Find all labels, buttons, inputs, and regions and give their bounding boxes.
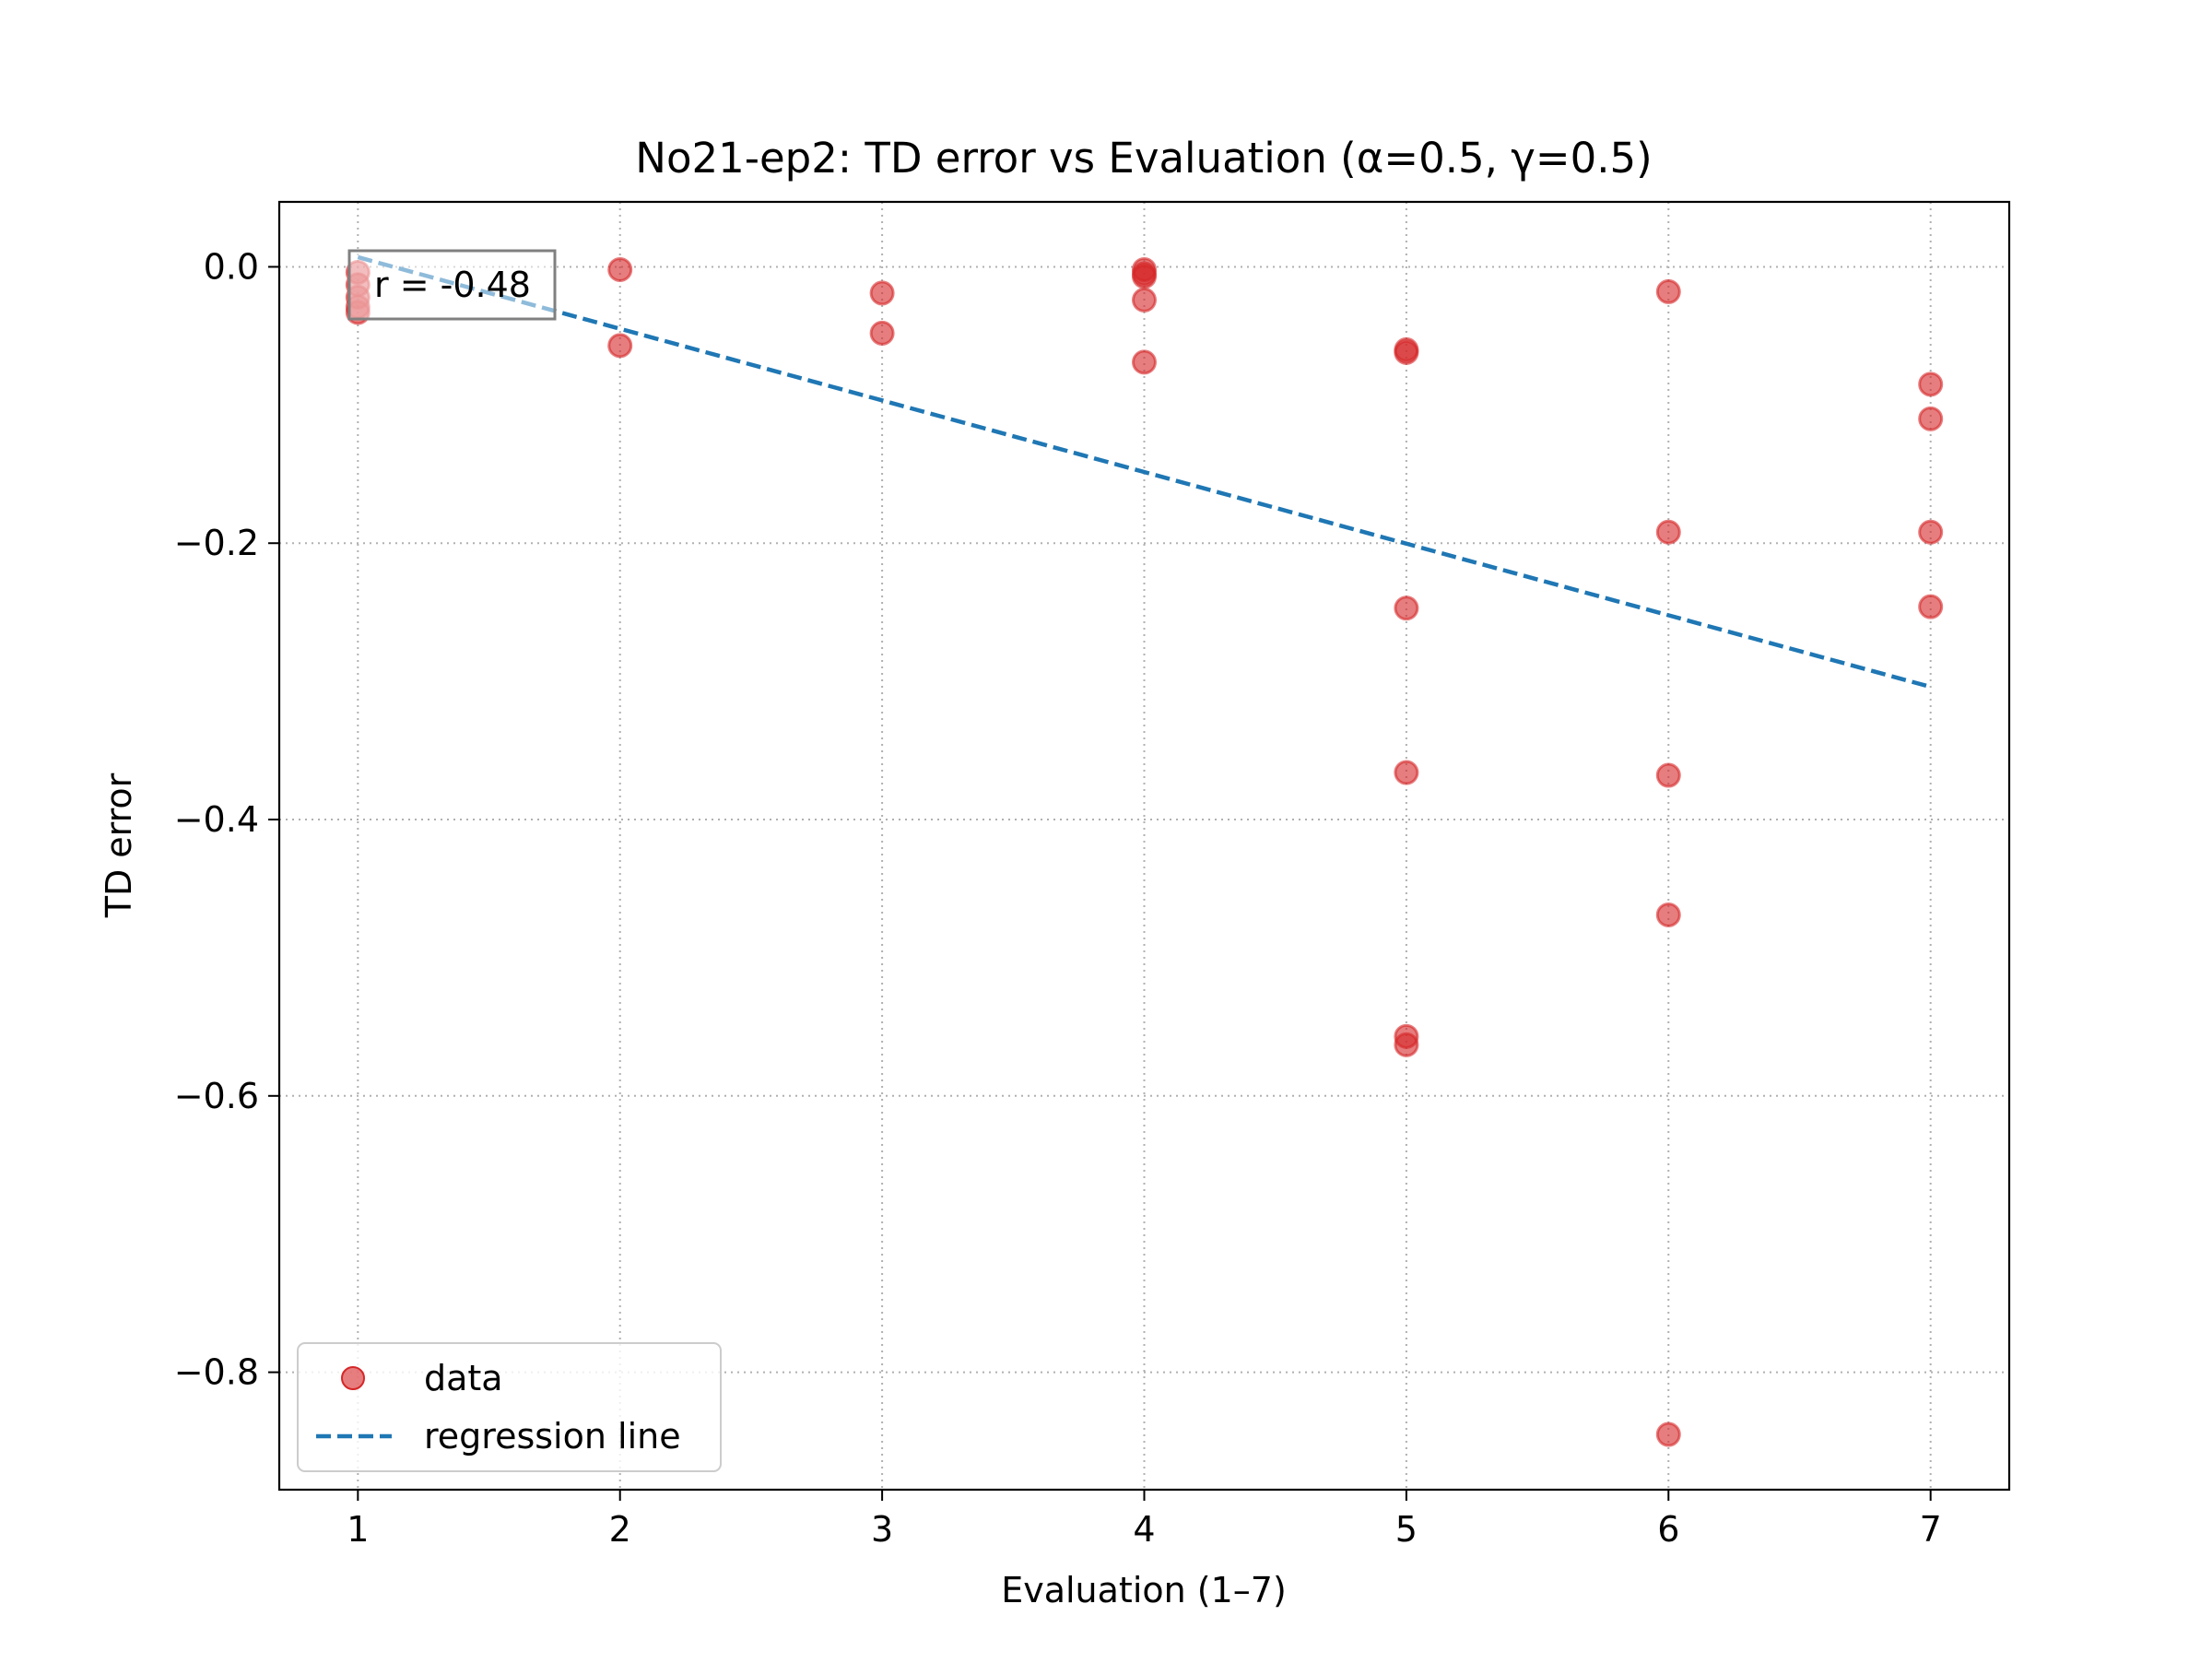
- legend-data-label: data: [424, 1358, 503, 1398]
- regression-line: [357, 254, 1932, 690]
- data-point: [1132, 287, 1157, 313]
- legend-data-marker: [341, 1366, 365, 1390]
- chart-title: No21-ep2: TD error vs Evaluation (α=0.5,…: [635, 134, 1652, 183]
- legend-regression-label: regression line: [424, 1416, 681, 1457]
- chart-legend: data regression line: [297, 1342, 722, 1472]
- y-axis-label: TD error: [99, 773, 139, 918]
- data-point: [1132, 264, 1157, 289]
- x-axis-ticks: 1 2 3 4 5 6 7: [347, 1490, 1942, 1550]
- x-tick-label: 7: [1920, 1509, 1942, 1550]
- y-tick-label: −0.8: [174, 1352, 259, 1393]
- data-point: [1918, 519, 1944, 545]
- x-tick-label: 3: [871, 1509, 893, 1550]
- y-axis-ticks: 0.0 −0.2 −0.4 −0.6 −0.8: [174, 246, 279, 1393]
- correlation-annotation: r = -0.48: [347, 249, 557, 321]
- data-point: [1394, 760, 1419, 785]
- x-tick-label: 5: [1395, 1509, 1418, 1550]
- y-tick-label: 0.0: [204, 246, 259, 287]
- data-point: [1655, 1421, 1681, 1447]
- data-point: [1132, 349, 1157, 375]
- data-point: [1655, 762, 1681, 788]
- data-point: [607, 333, 633, 359]
- data-point: [1394, 1032, 1419, 1057]
- data-point: [1918, 406, 1944, 431]
- x-tick-label: 2: [609, 1509, 631, 1550]
- data-point: [1394, 339, 1419, 365]
- data-point: [607, 256, 633, 282]
- x-tick-label: 4: [1133, 1509, 1155, 1550]
- data-point: [1655, 902, 1681, 927]
- regression-series: [357, 254, 1932, 690]
- data-point: [1655, 278, 1681, 304]
- data-point: [1918, 372, 1944, 397]
- x-tick-label: 6: [1657, 1509, 1679, 1550]
- data-point: [869, 320, 895, 346]
- x-tick-label: 1: [347, 1509, 369, 1550]
- correlation-annotation-text: r = -0.48: [374, 265, 531, 305]
- data-point: [869, 280, 895, 306]
- x-axis-label: Evaluation (1–7): [1001, 1570, 1287, 1610]
- data-point: [1394, 596, 1419, 621]
- data-point: [1918, 594, 1944, 619]
- y-tick-label: −0.2: [174, 523, 259, 563]
- y-tick-label: −0.4: [174, 799, 259, 840]
- y-tick-label: −0.6: [174, 1076, 259, 1116]
- data-point: [1655, 519, 1681, 545]
